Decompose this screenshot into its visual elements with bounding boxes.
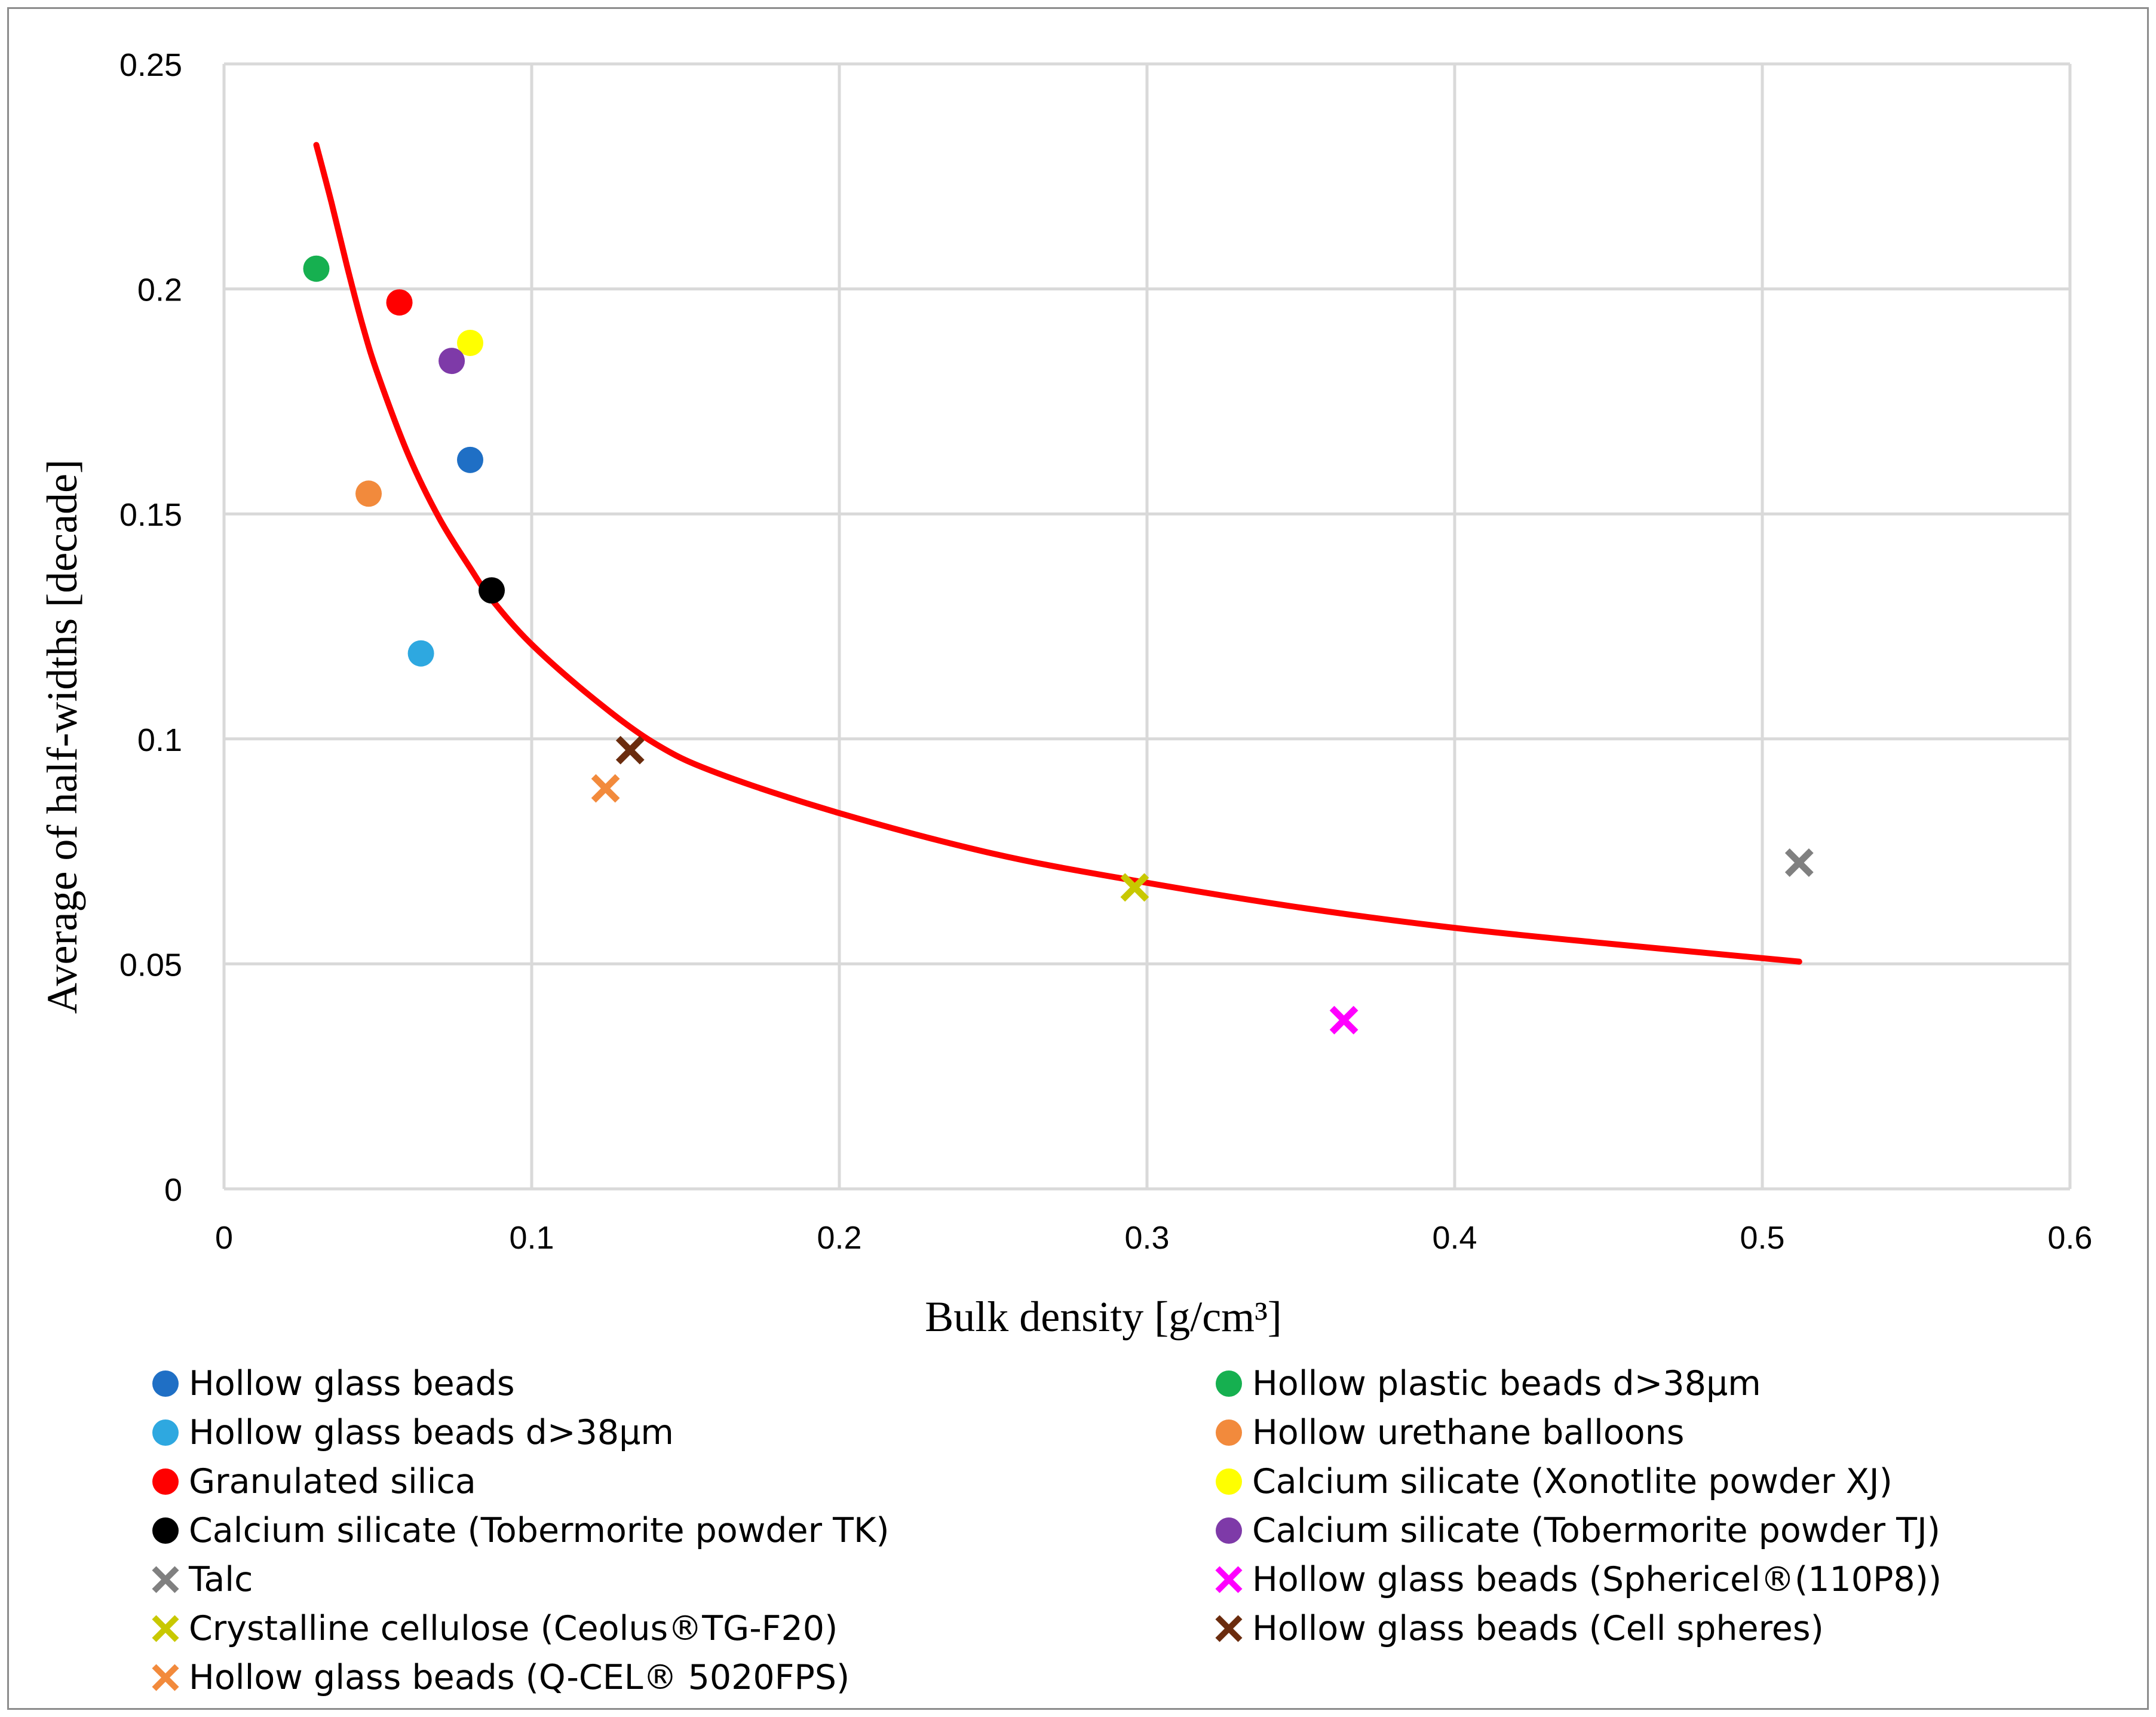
x-tick-label: 0.3: [1124, 1220, 1169, 1256]
x-tick-label: 0.6: [2047, 1220, 2092, 1256]
legend-circle-marker: [152, 1370, 179, 1397]
x-tick-label: 0.5: [1740, 1220, 1784, 1256]
legend-x-marker: [152, 1615, 179, 1642]
y-axis-title: Average of half-widths [decade]: [38, 459, 86, 1014]
y-tick-label: 0.05: [119, 947, 182, 983]
legend-item: Calcium silicate (Tobermorite powder TK): [149, 1506, 890, 1555]
legend-label: Hollow plastic beads d>38µm: [1252, 1364, 1761, 1403]
legend-circle-marker: [152, 1468, 179, 1495]
legend: Hollow glass beads Hollow plastic beads d…: [149, 1359, 2121, 1697]
data-points: [303, 255, 1814, 1035]
legend-item: Hollow glass beads: [149, 1359, 515, 1408]
legend-x-marker: [1215, 1615, 1243, 1642]
legend-item: Calcium silicate (Xonotlite powder XJ): [1213, 1457, 1893, 1506]
data-point: [615, 735, 645, 765]
x-tick-label: 0.4: [1432, 1220, 1477, 1256]
legend-circle-marker: [152, 1419, 179, 1446]
legend-item: Hollow glass beads (Sphericel®(110P8)): [1213, 1555, 1942, 1604]
x-axis-title: Bulk density [g/cm³]: [925, 1293, 1282, 1341]
data-point: [457, 446, 483, 473]
y-tick-label: 0.2: [137, 272, 182, 308]
x-tick-label: 0.2: [817, 1220, 861, 1256]
data-point: [479, 577, 505, 604]
legend-label: Calcium silicate (Tobermorite powder TJ): [1252, 1511, 1940, 1550]
legend-label: Hollow glass beads (Q-CEL® 5020FPS): [189, 1658, 850, 1697]
legend-item: Hollow glass beads (Cell spheres): [1213, 1604, 1824, 1653]
legend-label: Hollow glass beads (Cell spheres): [1252, 1609, 1824, 1648]
legend-x-marker: [152, 1566, 179, 1593]
y-tick-label: 0.25: [119, 47, 182, 83]
fit-curve: [313, 142, 1802, 965]
legend-label: Hollow glass beads (Sphericel®(110P8)): [1252, 1560, 1942, 1599]
legend-item: Granulated silica: [149, 1457, 476, 1506]
fit-curve-layer: [313, 142, 1802, 965]
legend-item: Hollow glass beads d>38µm: [149, 1408, 674, 1457]
legend-item: Crystalline cellulose (Ceolus®TG-F20): [149, 1604, 838, 1653]
legend-item: Hollow plastic beads d>38µm: [1213, 1359, 1761, 1408]
legend-label: Talc: [189, 1560, 253, 1599]
legend-label: Hollow urethane balloons: [1252, 1413, 1685, 1452]
legend-circle-marker: [1216, 1468, 1242, 1495]
grid: [222, 62, 2072, 1191]
legend-x-marker: [1215, 1566, 1243, 1593]
data-point: [407, 640, 434, 667]
legend-x-marker: [152, 1664, 179, 1691]
legend-item: Hollow glass beads (Q-CEL® 5020FPS): [149, 1653, 849, 1702]
legend-label: Calcium silicate (Xonotlite powder XJ): [1252, 1462, 1893, 1501]
legend-item: Hollow urethane balloons: [1213, 1408, 1684, 1457]
legend-label: Hollow glass beads d>38µm: [189, 1413, 674, 1452]
y-tick-label: 0: [164, 1172, 182, 1208]
legend-circle-marker: [1216, 1419, 1242, 1446]
y-tick-label: 0.1: [137, 722, 182, 758]
data-point: [1784, 848, 1814, 877]
data-point: [1329, 1005, 1358, 1035]
data-point: [438, 348, 465, 375]
data-point: [386, 289, 413, 316]
legend-label: Calcium silicate (Tobermorite powder TK): [189, 1511, 890, 1550]
x-tick-label: 0: [215, 1220, 233, 1256]
y-tick-label: 0.15: [119, 497, 182, 533]
tick-labels: 0 0.1 0.2 0.3 0.4 0.5 0.6 0 0.05 0.1 0.15 0.2 0.25: [119, 47, 2093, 1256]
data-point: [457, 329, 483, 356]
data-point: [303, 255, 330, 282]
legend-circle-marker: [152, 1517, 179, 1544]
legend-label: Granulated silica: [189, 1462, 476, 1501]
legend-label: Crystalline cellulose (Ceolus®TG-F20): [189, 1609, 838, 1648]
legend-label: Hollow glass beads: [189, 1364, 515, 1403]
data-point: [591, 774, 620, 803]
legend-circle-marker: [1216, 1370, 1242, 1397]
legend-circle-marker: [1216, 1517, 1242, 1544]
legend-item: Talc: [149, 1555, 253, 1604]
data-point: [1120, 873, 1149, 902]
data-point: [355, 480, 382, 507]
x-tick-label: 0.1: [509, 1220, 554, 1256]
legend-item: Calcium silicate (Tobermorite powder TJ): [1213, 1506, 1940, 1555]
